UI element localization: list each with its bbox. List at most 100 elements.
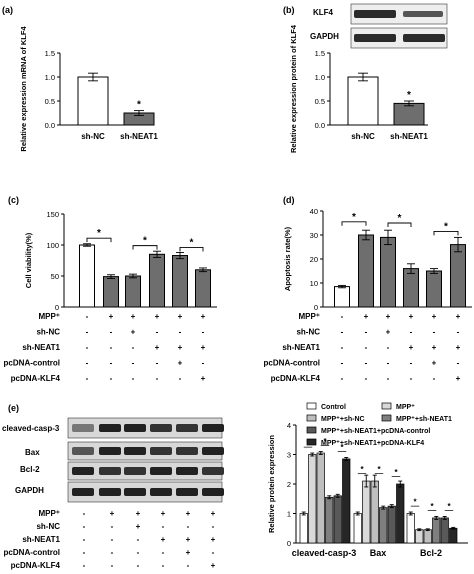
treatment-mark: +: [211, 535, 216, 544]
x-tick-label: sh-NEAT1: [120, 132, 158, 141]
treatment-mark: -: [132, 374, 135, 383]
treatment-label: sh-NC: [36, 522, 60, 531]
treatment-mark: +: [155, 343, 160, 352]
treatment-table-c: MPP⁺ - + + + + + sh-NC - - + - - - sh-NEAT1 - - - + + + pcDNA…: [4, 312, 206, 383]
bar: [396, 483, 405, 544]
significance-star: *: [447, 502, 451, 511]
treatment-mark: +: [211, 561, 216, 570]
treatment-mark: -: [86, 328, 89, 337]
y-tick-label: 1.5: [45, 49, 55, 58]
treatment-mark: +: [432, 343, 437, 352]
blot-e-band: [202, 447, 224, 455]
bar: [379, 507, 388, 544]
bar: [316, 452, 325, 544]
treatment-mark: +: [155, 312, 160, 321]
bar: [370, 480, 379, 544]
bar: [387, 505, 396, 544]
significance-star: *: [377, 465, 381, 474]
treatment-mark: -: [179, 374, 182, 383]
significance-star: *: [137, 100, 141, 111]
bar: [426, 270, 442, 308]
blot-e-band: [72, 424, 94, 432]
treatment-mark: +: [409, 312, 414, 321]
treatment-mark: +: [432, 359, 437, 368]
treatment-mark: +: [201, 343, 206, 352]
treatment-mark: -: [137, 561, 140, 570]
treatment-label: sh-NC: [296, 328, 320, 337]
treatment-table-d: MPP⁺ - + + + + + sh-NC - - + - - - sh-NEAT1 - - - + + + pcDNA…: [264, 312, 461, 383]
treatment-mark: -: [212, 522, 215, 531]
y-tick-label: 0: [55, 303, 59, 312]
treatment-mark: -: [137, 548, 140, 557]
treatment-label: pcDNA-KLF4: [271, 374, 321, 383]
significance-bracket: [132, 245, 158, 250]
blot-b-membrane: [350, 27, 448, 49]
treatment-mark: -: [111, 522, 114, 531]
treatment-label: MPP⁺: [298, 312, 320, 321]
blot-e-band: [124, 467, 146, 475]
treatment-label: pcDNA-KLF4: [11, 561, 61, 570]
legend-label: MPP⁺+sh-NEAT1+pcDNA-control: [321, 428, 430, 435]
treatment-mark: -: [457, 359, 460, 368]
panel-label-a: (a): [2, 5, 13, 15]
treatment-mark: -: [387, 374, 390, 383]
treatment-mark: -: [86, 312, 89, 321]
blot-e-band: [202, 424, 224, 432]
blot-e-band: [176, 447, 198, 455]
blot-e-band: [124, 447, 146, 455]
bar: [149, 253, 165, 308]
panel-label-d: (d): [283, 195, 295, 205]
treatment-label: pcDNA-control: [4, 359, 60, 368]
treatment-mark: +: [131, 328, 136, 337]
blot-e-band: [99, 447, 121, 455]
legend-swatch: [306, 426, 317, 434]
treatment-mark: -: [86, 374, 89, 383]
y-tick-label: 10: [310, 279, 318, 288]
treatment-mark: +: [178, 343, 183, 352]
panel-label-e: (e): [8, 403, 19, 413]
legend-swatch: [306, 414, 317, 422]
blot-e-band: [150, 424, 172, 432]
chart-b: 0.0 0.5 1.0 1.5 Relative expression protein …: [289, 24, 428, 153]
legend-swatch: [306, 438, 317, 446]
treatment-mark: +: [186, 509, 191, 518]
treatment-table-e: MPP⁺ - + + + + + sh-NC - - + - - - sh-NEAT1 - - - + + + pcDNA…: [4, 509, 216, 570]
bar: [347, 76, 379, 126]
blot-e-row-label: cleaved-casp-3: [2, 424, 60, 433]
blot-e-row-label: Bcl-2: [20, 465, 40, 474]
treatment-label: sh-NC: [36, 328, 60, 337]
treatment-mark: +: [186, 535, 191, 544]
treatment-mark: -: [83, 522, 86, 531]
y-tick-label: 0.0: [315, 121, 325, 130]
treatment-label: pcDNA-KLF4: [11, 374, 61, 383]
treatment-mark: -: [212, 548, 215, 557]
treatment-mark: +: [136, 509, 141, 518]
treatment-mark: -: [162, 548, 165, 557]
y-axis-title: Cell viability(%): [24, 232, 33, 288]
treatment-mark: -: [156, 359, 159, 368]
treatment-mark: -: [111, 535, 114, 544]
treatment-label: sh-NEAT1: [22, 535, 60, 544]
y-tick-label: 40: [310, 207, 318, 216]
significance-bracket: [387, 222, 412, 227]
y-tick-label: 100: [46, 241, 59, 250]
y-tick-label: 150: [46, 210, 59, 219]
treatment-mark: -: [156, 374, 159, 383]
treatment-mark: +: [456, 312, 461, 321]
panel-label-c: (c): [8, 195, 19, 205]
chart-a: 0.0 0.5 1.0 1.5 Relative expression mRNA of …: [19, 26, 158, 152]
treatment-mark: -: [86, 359, 89, 368]
y-tick-label: 0.5: [315, 97, 325, 106]
legend-label: MPP⁺+sh-NEAT1: [396, 416, 452, 423]
significance-bracket: [86, 237, 112, 243]
bar: [353, 513, 362, 544]
blot-e-band: [124, 488, 146, 496]
bar: [358, 234, 374, 308]
x-tick-label: sh-NC: [351, 132, 375, 141]
bar: [449, 527, 458, 544]
significance-star: *: [143, 236, 147, 247]
treatment-mark: -: [410, 328, 413, 337]
treatment-mark: -: [365, 374, 368, 383]
y-tick-label: 20: [310, 255, 318, 264]
treatment-mark: -: [365, 343, 368, 352]
